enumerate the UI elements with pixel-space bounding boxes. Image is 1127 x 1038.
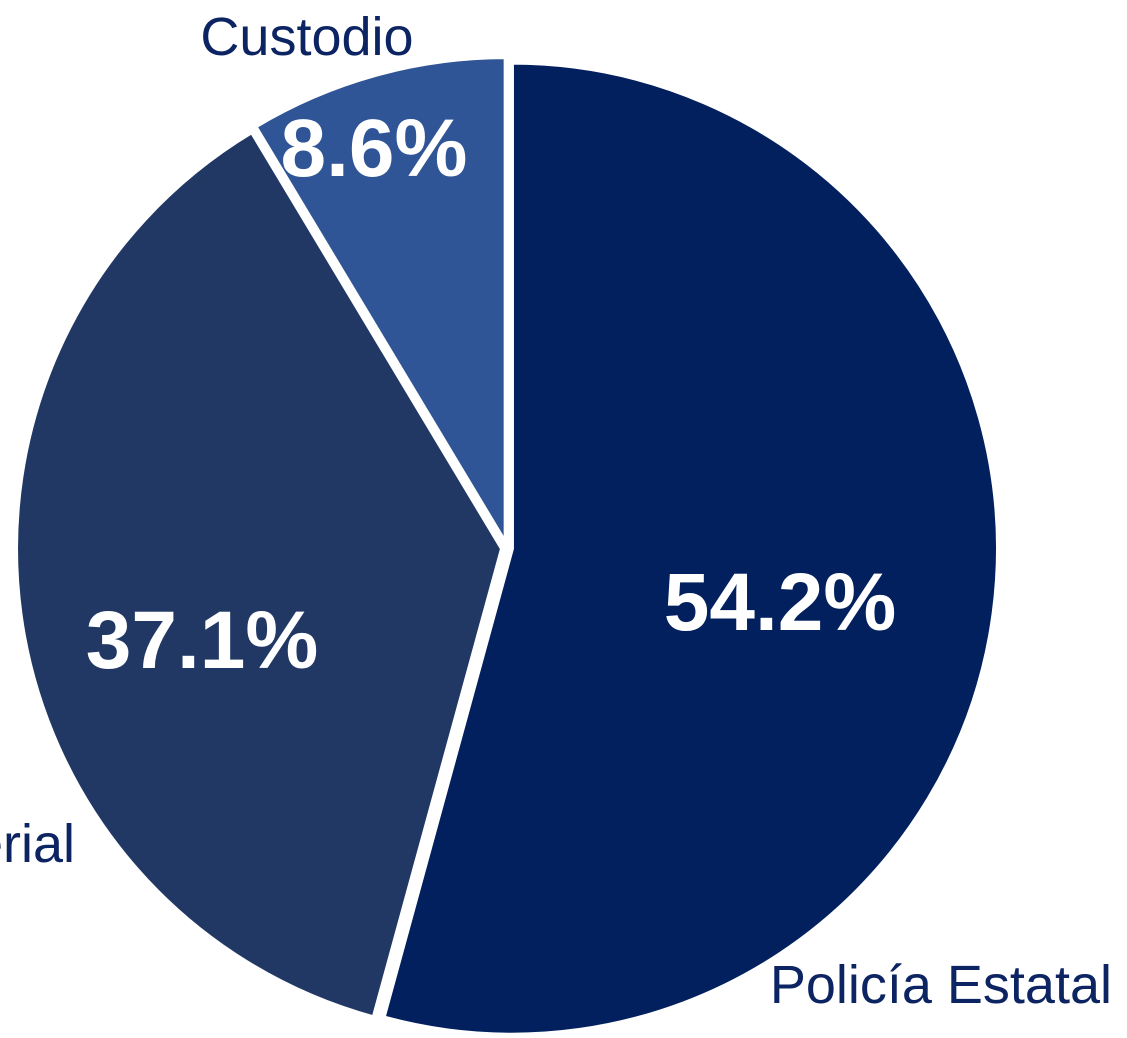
pie-slice-policia-ministerial	[14, 129, 505, 1020]
value-label-policia-estatal: 54.2%	[664, 557, 897, 648]
pie-value-labels: 54.2% 37.1% 8.6%	[86, 103, 897, 686]
category-label-custodio: Custodio	[200, 7, 413, 67]
category-label-policia-ministerial: Policía Ministerial	[0, 814, 75, 874]
pie-slice-custodio	[252, 55, 508, 551]
category-label-policia-estatal: Policía Estatal	[770, 955, 1112, 1015]
pie-slices	[14, 55, 1000, 1037]
value-label-custodio: 8.6%	[281, 103, 468, 194]
pie-category-labels: Policía Estatal Policía Ministerial Cust…	[0, 7, 1112, 1015]
value-label-policia-ministerial: 37.1%	[86, 595, 319, 686]
pie-slice-policia-estatal	[381, 60, 1000, 1037]
